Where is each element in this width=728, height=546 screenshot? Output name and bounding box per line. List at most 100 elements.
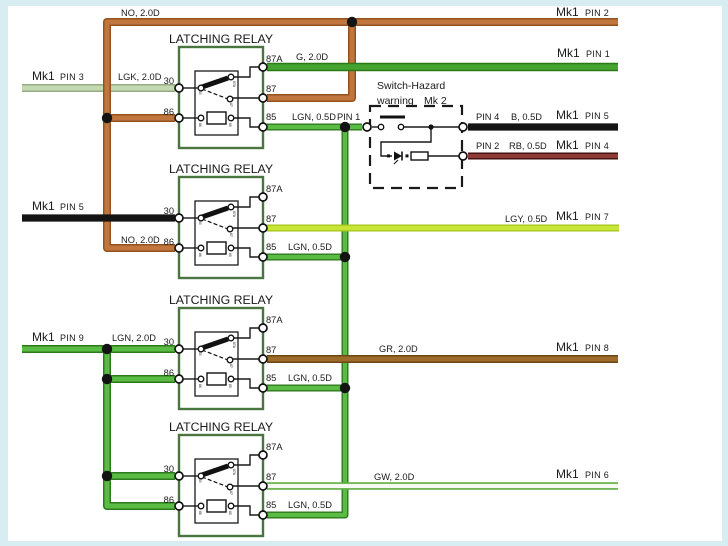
endpoint-pin8-label: PIN 8: [585, 343, 609, 353]
terminal-label: 30: [164, 464, 174, 474]
contact: [197, 114, 205, 122]
hazard-junction-dot: [428, 124, 434, 130]
contact: [197, 375, 205, 383]
terminal: [174, 213, 184, 223]
frame-top: [0, 0, 728, 6]
endpoint-mk1-pin6: Mk1: [556, 467, 579, 481]
terminal: [258, 481, 268, 491]
wire-label-pin1: PIN 1: [337, 112, 360, 122]
terminal: [258, 323, 268, 333]
contact: [227, 203, 235, 211]
switch-contact: [397, 123, 405, 131]
junction-dot: [101, 343, 113, 355]
endpoint-mk1-pin2: Mk1: [556, 5, 579, 19]
endpoint-mk1-pin5-left: Mk1: [32, 199, 55, 213]
hazard-terminal-pin1: [362, 122, 372, 132]
terminal-label: 85: [266, 373, 276, 383]
wire-label-lgn-r3: LGN, 0.5D: [288, 373, 332, 383]
terminal: [174, 471, 184, 481]
tiny-contact-label: 87A: [232, 342, 236, 349]
wire-label-gr: GR, 2.0D: [379, 344, 418, 354]
relay-coil: [206, 111, 227, 125]
hazard-box-outline: [368, 104, 464, 190]
terminal-label: 30: [164, 337, 174, 347]
contact: [197, 345, 205, 353]
terminal-label: 86: [164, 368, 174, 378]
relay-coil: [206, 499, 227, 513]
contact: [227, 114, 235, 122]
terminal: [174, 243, 184, 253]
tiny-contact-label: 30: [198, 221, 202, 225]
hazard-pin2-label: PIN 2: [476, 141, 499, 151]
terminal: [174, 344, 184, 354]
endpoint-mk1-pin5-right: Mk1: [556, 108, 579, 122]
contact: [227, 375, 235, 383]
terminal-label: 87: [266, 472, 276, 482]
relay-title: LATCHING RELAY: [169, 420, 273, 434]
wire-label-b: B, 0.5D: [511, 112, 542, 122]
endpoint-pin4-label: PIN 4: [585, 141, 609, 151]
wire-label-rb: RB, 0.5D: [509, 141, 547, 151]
terminal: [174, 83, 184, 93]
terminal-label: 87: [266, 214, 276, 224]
tiny-contact-label: 87: [229, 233, 233, 237]
lamp-icon: [394, 151, 402, 161]
hazard-switch-box: [362, 104, 468, 190]
latching-relay-4: LATCHING RELAY 30 86 87A 87 85 30 87A 87 86 85: [164, 420, 283, 538]
contact: [226, 95, 234, 103]
relays-group: LATCHING RELAY 30 86 87A 87 85 30 87A 87 86 85 LATC…: [164, 32, 283, 538]
contact: [197, 244, 205, 252]
endpoint-mk1-pin4: Mk1: [556, 138, 579, 152]
endpoint-pin1-label: PIN 1: [586, 49, 610, 59]
terminal: [258, 62, 268, 72]
terminal-label: 87A: [266, 442, 283, 452]
wire-no-net: [103, 18, 618, 252]
endpoint-pin7-label: PIN 7: [585, 212, 609, 222]
terminal-label: 85: [266, 242, 276, 252]
wire-label-no-top: NO, 2.0D: [121, 8, 160, 18]
wire-label-lgn-r1: LGN, 0.5D: [292, 112, 336, 122]
endpoint-mk1-pin7: Mk1: [556, 209, 579, 223]
terminal: [258, 354, 268, 364]
tiny-contact-label: 87A: [232, 469, 236, 476]
terminal: [174, 374, 184, 384]
contact: [226, 356, 234, 364]
tiny-contact-label: 87A: [232, 81, 236, 88]
tiny-contact-label: 87: [229, 364, 233, 368]
contact: [227, 334, 235, 342]
contact: [227, 502, 235, 510]
relay-title: LATCHING RELAY: [169, 162, 273, 176]
endpoint-mk1-pin1: Mk1: [557, 46, 580, 60]
terminal-label: 85: [266, 500, 276, 510]
diagram-labels: NO, 2.0D Mk1 PIN 2 Mk1 PIN 1 G, 2.0D Mk1…: [32, 5, 610, 510]
latching-relay-3: LATCHING RELAY 30 86 87A 87 85 30 87A 87 86 85: [164, 293, 283, 411]
tiny-contact-label: 86: [198, 123, 202, 127]
relay-armature: [201, 463, 229, 478]
tiny-contact-label: 85: [228, 511, 232, 515]
endpoint-pin5-right-label: PIN 5: [585, 111, 609, 121]
tiny-contact-label: 86: [198, 253, 202, 257]
tiny-contact-label: 87: [229, 491, 233, 495]
contact: [227, 461, 235, 469]
frame-right: [722, 0, 728, 546]
endpoint-pin5-left-label: PIN 5: [60, 202, 84, 212]
resistor-icon: [410, 151, 429, 161]
contact: [197, 84, 205, 92]
hazard-terminal-pin2: [458, 151, 468, 161]
contact: [226, 225, 234, 233]
junction-dots: [101, 16, 358, 482]
tiny-contact-label: 86: [198, 384, 202, 388]
tiny-contact-label: 30: [198, 479, 202, 483]
hazard-title-mark: Mk 2: [424, 95, 447, 107]
latching-relay-1: LATCHING RELAY 30 86 87A 87 85 30 87A 87 86 85: [164, 32, 283, 150]
relay-title: LATCHING RELAY: [169, 32, 273, 46]
junction-dot: [339, 251, 351, 263]
wire-label-lgn-r2: LGN, 0.5D: [288, 242, 332, 252]
endpoint-pin6-label: PIN 6: [585, 470, 609, 480]
wire-label-lgn-r4: LGN, 0.5D: [288, 500, 332, 510]
relay-title: LATCHING RELAY: [169, 293, 273, 307]
latching-relay-2: LATCHING RELAY 30 86 87A 87 85 30 87A 87 86 85: [164, 162, 283, 280]
